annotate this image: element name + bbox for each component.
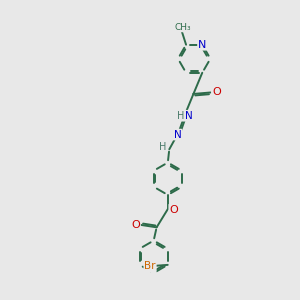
Text: N: N: [174, 130, 182, 140]
Text: CH₃: CH₃: [175, 22, 191, 32]
Text: Br: Br: [144, 261, 156, 271]
Text: H: H: [177, 111, 184, 121]
Text: O: O: [131, 220, 140, 230]
Text: H: H: [159, 142, 166, 152]
Text: O: O: [169, 205, 178, 215]
Text: N: N: [185, 111, 193, 121]
Text: O: O: [212, 88, 221, 98]
Text: N: N: [198, 40, 206, 50]
